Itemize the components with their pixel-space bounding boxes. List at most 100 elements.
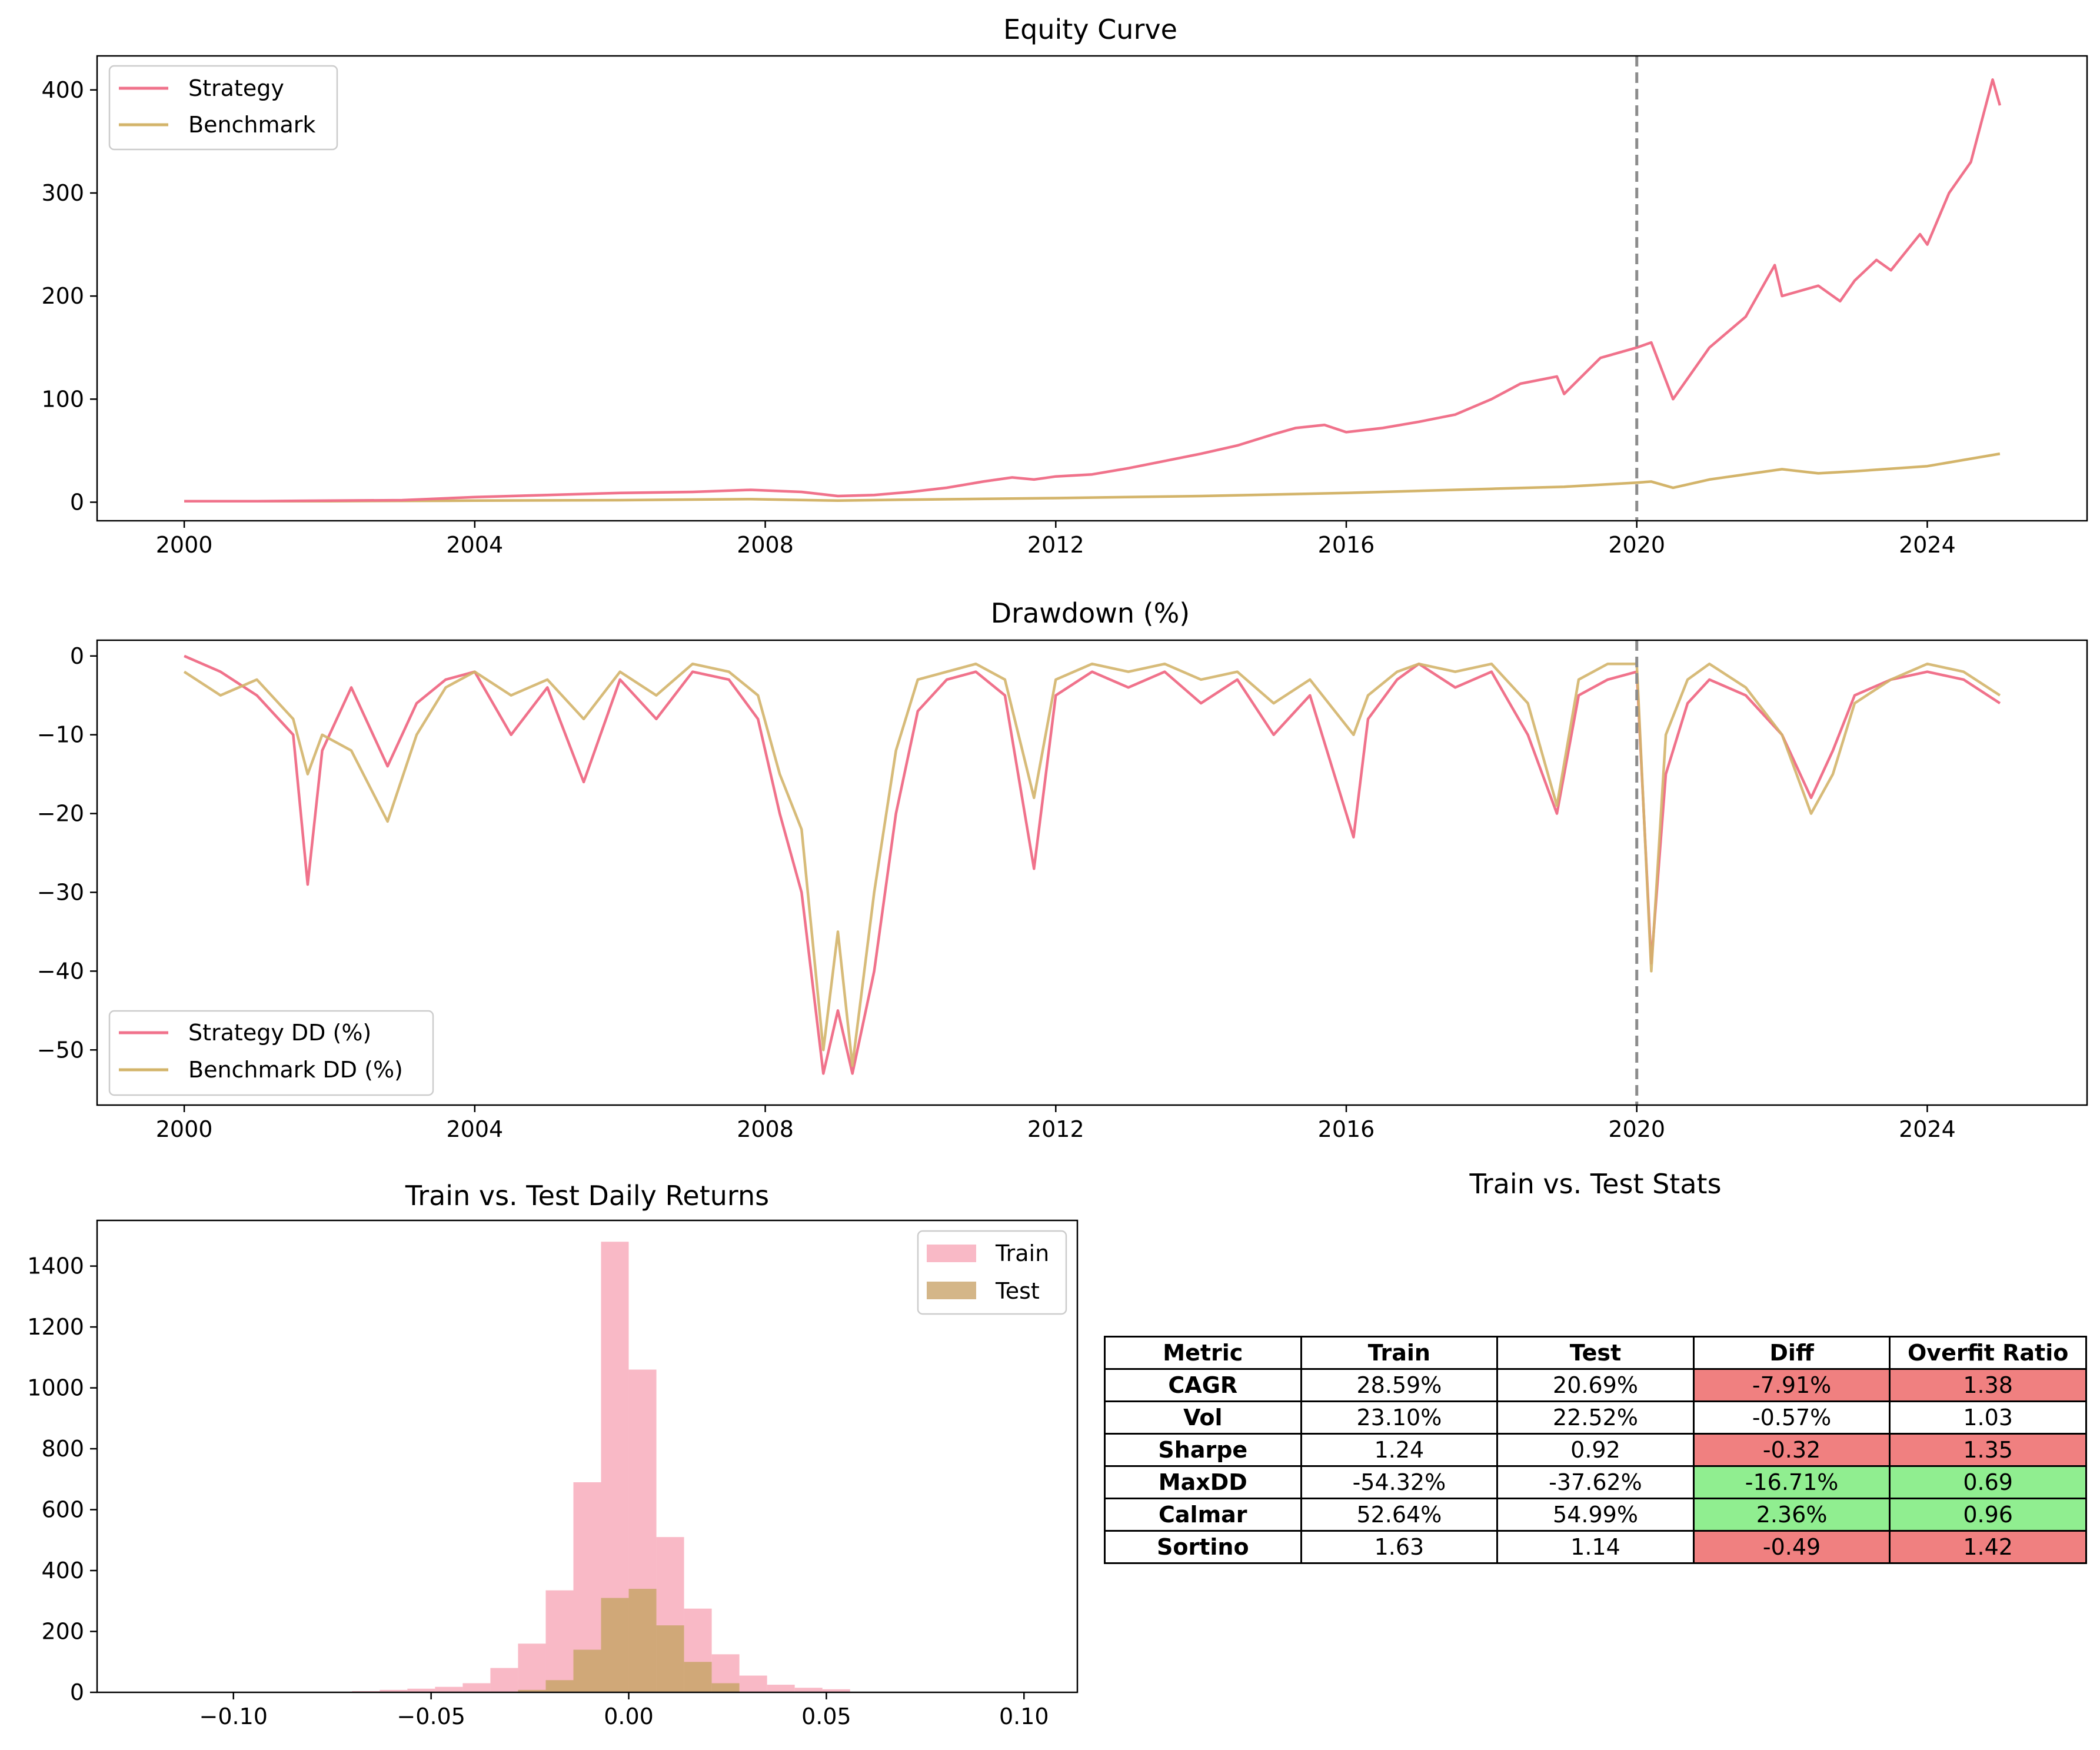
benchmark-equity-line [184,452,2001,503]
equity-plot-area [97,56,2087,521]
test-hist-bar [573,1649,601,1692]
x-tick-label: 2004 [446,532,503,558]
x-tick-label: 2020 [1608,532,1665,558]
x-tick-label: 2000 [156,532,213,558]
x-tick-label: 2012 [1027,532,1084,558]
y-tick-label: 400 [41,77,84,103]
y-tick-label: 200 [41,283,84,309]
y-tick-label: 300 [41,180,84,206]
y-tick-label: 0 [70,489,84,515]
row-diff: -0.57% [1692,1400,1891,1435]
row-test: -37.62% [1496,1465,1695,1499]
y-tick-label: 400 [41,1558,84,1583]
drawdown-legend: Strategy DD (%) Benchmark DD (%) [108,1010,434,1096]
train-hist-bar [490,1668,518,1692]
equity-frame [96,55,2088,522]
row-test: 0.92 [1496,1433,1695,1467]
y-tick-label: −10 [37,722,84,748]
test-hist-bar [684,1662,712,1692]
legend-test-swatch [927,1282,976,1299]
x-tick-label: 2016 [1318,1116,1375,1142]
legend-strategy-label: Strategy [188,75,284,101]
train-hist-bar [739,1675,767,1692]
histogram-bars [352,1242,850,1692]
x-tick-label: 2008 [737,532,794,558]
legend-benchmark-dd-label: Benchmark DD (%) [188,1057,403,1083]
stats-table: Metric Train Test Diff Overfit Ratio CAG… [1104,1336,2087,1564]
row-train: -54.32% [1300,1465,1499,1499]
train-hist-bar [822,1689,850,1692]
y-tick-label: −30 [37,879,84,905]
stats-row: Sortino 1.63 1.14 -0.49 1.42 [1104,1530,2087,1564]
row-test: 1.14 [1496,1530,1695,1564]
equity-y-ticks: 0 100 200 300 400 [41,77,97,515]
equity-lines [184,56,2002,521]
benchmark-drawdown-line [183,662,2001,1067]
legend-test-label: Test [995,1278,1040,1304]
x-tick-label: 0.00 [604,1704,654,1729]
drawdown-y-ticks: 0 −10 −20 −30 −40 −50 [37,643,97,1063]
x-tick-label: 2000 [156,1116,213,1142]
x-tick-label: 2016 [1318,532,1375,558]
x-tick-label: 2024 [1899,532,1956,558]
histogram-legend: Train Test [917,1230,1067,1315]
strategy-equity-line [184,78,2002,503]
y-tick-label: −40 [37,958,84,984]
legend-benchmark-label: Benchmark [188,112,315,138]
stats-row: Calmar 52.64% 54.99% 2.36% 0.96 [1104,1498,2087,1532]
test-hist-bar [601,1598,629,1692]
stats-row: MaxDD -54.32% -37.62% -16.71% 0.69 [1104,1465,2087,1499]
strategy-drawdown-line [184,654,2001,1075]
row-test: 22.52% [1496,1400,1695,1435]
equity-title: Equity Curve [1003,14,1177,45]
drawdown-frame [96,639,2088,1106]
drawdown-title: Drawdown (%) [991,597,1190,629]
train-hist-bar [794,1688,823,1692]
row-ratio: 1.42 [1889,1530,2087,1564]
train-hist-bar [767,1685,795,1692]
x-tick-label: 2020 [1608,1116,1665,1142]
y-tick-label: 800 [41,1436,84,1462]
row-train: 28.59% [1300,1368,1499,1402]
train-hist-bar [435,1686,463,1692]
train-hist-bar [545,1590,574,1692]
stats-title: Train vs. Test Stats [1469,1168,1722,1200]
stats-row: Vol 23.10% 22.52% -0.57% 1.03 [1104,1400,2087,1435]
y-tick-label: 1200 [27,1314,84,1340]
row-diff: -7.91% [1692,1368,1891,1402]
returns-histogram-panel: Train vs. Test Daily Returns −0.10 −0.05 0… [27,1180,1079,1729]
header-diff: Diff [1692,1336,1891,1370]
row-metric: Sharpe [1104,1433,1302,1467]
row-test: 54.99% [1496,1498,1695,1532]
row-ratio: 0.96 [1889,1498,2087,1532]
equity-curve-panel: Equity Curve 2000 2004 2008 2012 2016 2020 202… [41,14,2088,558]
row-ratio: 1.03 [1889,1400,2087,1435]
row-test: 20.69% [1496,1368,1695,1402]
legend-strategy-dd-label: Strategy DD (%) [188,1020,371,1046]
equity-legend: Strategy Benchmark [108,65,338,151]
x-tick-label: 2008 [737,1116,794,1142]
y-tick-label: 100 [41,386,84,412]
train-hist-bar [518,1643,546,1692]
header-overfit-ratio: Overfit Ratio [1889,1336,2087,1370]
test-hist-bar [628,1589,657,1692]
histogram-x-ticks: −0.10 −0.05 0.00 0.05 0.10 [199,1692,1049,1729]
histogram-frame [96,1219,1079,1694]
y-tick-label: 1000 [27,1375,84,1401]
row-diff: -16.71% [1692,1465,1891,1499]
stats-row: CAGR 28.59% 20.69% -7.91% 1.38 [1104,1368,2087,1402]
test-hist-bar [545,1680,574,1692]
row-ratio: 1.35 [1889,1433,2087,1467]
row-metric: Calmar [1104,1498,1302,1532]
train-hist-bar [407,1688,435,1692]
histogram-title: Train vs. Test Daily Returns [405,1180,769,1212]
row-train: 1.63 [1300,1530,1499,1564]
x-tick-label: 2004 [446,1116,503,1142]
test-hist-bar [518,1689,546,1692]
drawdown-legend-box [108,1010,434,1096]
stats-row: Sharpe 1.24 0.92 -0.32 1.35 [1104,1433,2087,1467]
equity-x-ticks: 2000 2004 2008 2012 2016 2020 2024 [156,521,1956,558]
header-train: Train [1300,1336,1499,1370]
legend-train-swatch [927,1245,976,1262]
